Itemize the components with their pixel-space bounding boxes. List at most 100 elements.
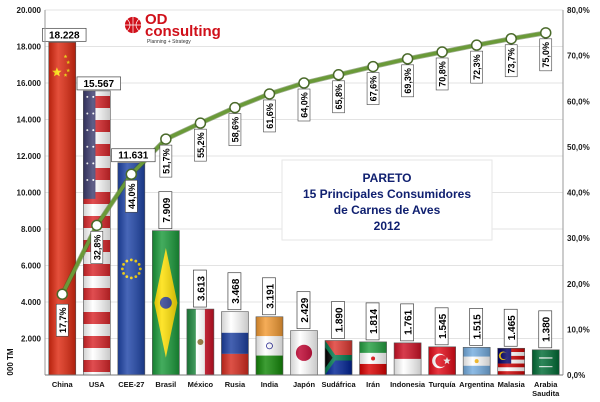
- bar-value-labels: 18.228 15.567 11.631 7.909 3.613 3.468 3.191 2.…: [42, 27, 553, 349]
- label-text: 44,0%: [127, 183, 137, 209]
- bar-argentina: [462, 347, 491, 376]
- label-box: [263, 99, 276, 133]
- bar-shade: [152, 230, 180, 375]
- percent-label: 55,2%: [194, 128, 207, 162]
- od-consulting-logo: OD consulting Planning + Strategy: [124, 11, 221, 45]
- left-tick-label: 6.000: [21, 262, 42, 271]
- label-box: [469, 308, 484, 346]
- pareto-marker: [436, 46, 448, 58]
- right-tick-label: 10,0%: [567, 325, 590, 334]
- label-text: 55,2%: [196, 132, 206, 158]
- bar-value-label: 1.515: [469, 308, 484, 346]
- label-box: [42, 27, 87, 42]
- bar-shade: [359, 341, 387, 375]
- category-labels: China USA CEE-27 Brasil México Rusia India Japó…: [52, 380, 560, 398]
- pareto-marker: [367, 60, 379, 73]
- label-text: 1.814: [369, 308, 380, 333]
- label-text: 73,7%: [507, 48, 517, 74]
- bar-value-label: 15.567: [76, 76, 121, 91]
- logo-tagline: Planning + Strategy: [147, 39, 191, 45]
- label-text: 65,8%: [334, 84, 344, 110]
- label-box: [111, 148, 156, 163]
- chart-title-line-3: de Carnes de Aves: [334, 203, 441, 217]
- label-text: 1.761: [404, 309, 415, 334]
- label-box: [538, 310, 553, 349]
- label-text: 32,8%: [92, 235, 102, 261]
- right-tick-label: 60,0%: [567, 97, 590, 106]
- pareto-marker: [470, 39, 483, 51]
- label-box: [194, 128, 207, 162]
- category-label: Japón: [293, 380, 316, 389]
- bar-iran: [359, 341, 387, 376]
- chart-title-line-2: 15 Principales Consumidores: [303, 187, 471, 201]
- bar-shade: [428, 346, 456, 375]
- label-box: [435, 57, 449, 91]
- label-box: [504, 44, 518, 78]
- label-text: 67,6%: [369, 76, 379, 102]
- label-box: [365, 302, 380, 341]
- bar-shade: [325, 340, 353, 375]
- label-box: [503, 308, 518, 347]
- label-text: 1.890: [335, 307, 346, 332]
- left-tick-label: 16.000: [17, 79, 42, 88]
- pareto-marker: [263, 88, 276, 100]
- right-axis-ticks: 0,0% 10,0% 20,0% 30,0% 40,0% 50,0% 60,0% 70,0% 8…: [567, 6, 590, 380]
- bar-value-label: 1.890: [331, 301, 346, 339]
- label-box: [434, 307, 449, 346]
- percent-labels: 17,7% 32,8% 44,0% 51,7% 55,2% 58,6% 61,6% 64,0%…: [55, 38, 553, 337]
- bar-value-label: 3.468: [227, 272, 242, 311]
- chart-title-line-1: PARETO: [363, 171, 412, 185]
- label-box: [228, 113, 242, 146]
- right-tick-label: 50,0%: [567, 143, 590, 152]
- bar-indonesia: [393, 342, 422, 376]
- bar-shade: [463, 347, 491, 375]
- bar-shade: [290, 330, 318, 375]
- category-label: Turquía: [429, 380, 457, 389]
- right-tick-label: 80,0%: [567, 6, 590, 15]
- left-tick-label: 14.000: [17, 116, 42, 125]
- label-text: 7.909: [162, 197, 173, 222]
- label-text: 1.545: [438, 313, 449, 338]
- category-label: Indonesia: [390, 380, 426, 389]
- left-tick-label: 12.000: [17, 152, 42, 161]
- left-tick-label: 18.000: [17, 43, 42, 52]
- percent-label: 51,7%: [159, 144, 173, 178]
- logo-od-text: OD: [145, 11, 168, 28]
- bar-value-label: 3.191: [262, 277, 276, 316]
- category-label: Malasia: [498, 380, 526, 389]
- bar-value-label: 1.545: [434, 307, 449, 346]
- bar-india: [255, 316, 284, 376]
- label-box: [227, 272, 242, 311]
- label-text: 3.468: [231, 278, 242, 303]
- category-label: CEE-27: [118, 380, 144, 389]
- label-box: [539, 38, 553, 72]
- label-box: [262, 277, 276, 316]
- label-text: 1.465: [507, 315, 518, 340]
- label-text: 3.191: [265, 283, 276, 308]
- bar-shade: [497, 348, 525, 375]
- label-text: 64,0%: [300, 92, 310, 118]
- label-box: [158, 191, 173, 230]
- label-box: [297, 88, 311, 122]
- category-label: Saudita: [532, 389, 560, 398]
- category-label: México: [188, 380, 214, 389]
- pareto-marker: [332, 69, 345, 81]
- label-box: [159, 144, 173, 178]
- category-label: Argentina: [459, 380, 495, 389]
- label-box: [296, 291, 311, 330]
- bar-value-label: 1.465: [503, 308, 518, 347]
- logo-consulting-text: consulting: [145, 23, 221, 40]
- percent-label: 72,3%: [470, 50, 483, 84]
- label-text: 1.515: [473, 314, 484, 339]
- label-text: 70,8%: [438, 61, 448, 87]
- pareto-line-series: [56, 27, 552, 300]
- right-tick-label: 30,0%: [567, 234, 590, 243]
- percent-label: 73,7%: [504, 44, 518, 78]
- label-box: [400, 303, 414, 342]
- label-text: 17,7%: [58, 307, 68, 333]
- bar-shade: [255, 316, 283, 375]
- label-text: 11.631: [118, 151, 148, 162]
- percent-label: 61,6%: [263, 99, 276, 133]
- label-box: [55, 303, 69, 337]
- y-axis-label: 000 TM: [6, 348, 15, 375]
